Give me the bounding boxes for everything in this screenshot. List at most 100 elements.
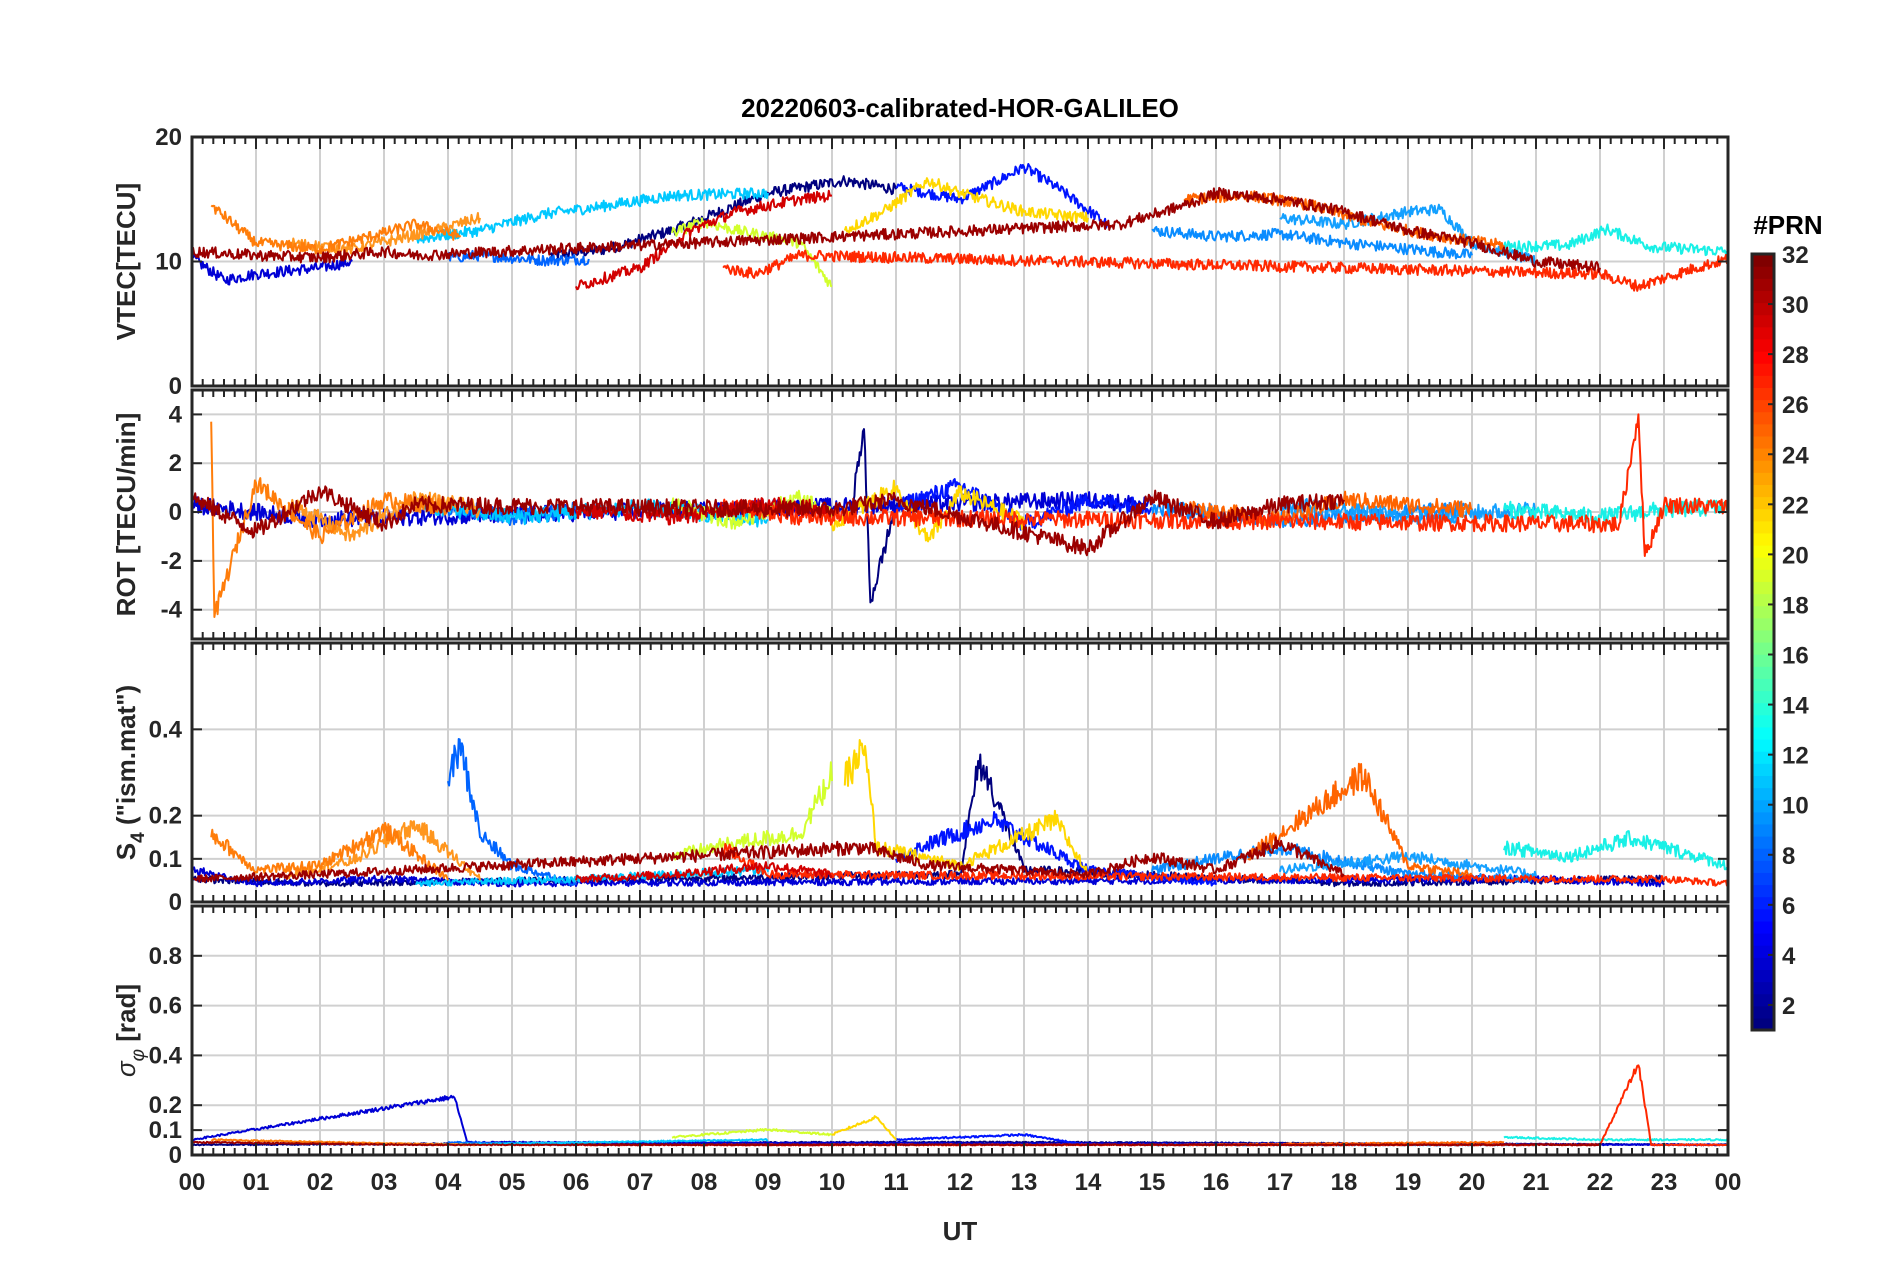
series-line-prn-24 <box>210 821 449 881</box>
grid-rot <box>192 390 1728 639</box>
colorbar-title: #PRN <box>1753 210 1822 240</box>
x-tick-label: 17 <box>1267 1169 1294 1196</box>
colorbar-segment <box>1752 726 1774 740</box>
series-line-prn-27 <box>722 249 1728 292</box>
colorbar-segment <box>1752 787 1774 801</box>
colorbar-segment <box>1752 460 1774 473</box>
series-line-prn-23 <box>287 820 481 881</box>
colorbar-segment <box>1752 266 1774 279</box>
series-line-prn-19 <box>671 217 833 288</box>
colorbar-segment <box>1752 957 1774 970</box>
x-tick-label: 11 <box>883 1169 908 1196</box>
x-tick-label: 15 <box>1139 1169 1166 1196</box>
colorbar-segment <box>1752 1017 1774 1031</box>
tick-marks <box>191 906 1729 1155</box>
colorbar-tick-label: 22 <box>1782 492 1809 519</box>
colorbar-segment <box>1752 823 1774 837</box>
x-tick-label: 01 <box>243 1169 270 1196</box>
panel-sigma: 00.10.20.40.60.8σφ [rad]00 01 02 03 04 05 06 07… <box>111 904 1742 1196</box>
colorbar-segment <box>1752 642 1774 655</box>
x-tick-label: 14 <box>1075 1169 1102 1196</box>
colorbar-segment <box>1752 557 1774 570</box>
colorbar-segment <box>1752 605 1774 619</box>
colorbar-tick-label: 20 <box>1782 542 1809 569</box>
y-tick-label-sigma: 0.1 <box>149 1117 182 1144</box>
colorbar-segment <box>1752 920 1774 934</box>
colorbar-tick-label: 8 <box>1782 843 1795 870</box>
x-tick-label: 00 <box>1715 1169 1742 1196</box>
colorbar-segment <box>1752 435 1774 449</box>
colorbar-segment <box>1752 411 1774 425</box>
colorbar-segment <box>1752 993 1774 1007</box>
y-tick-label-sigma: 0.4 <box>149 1042 183 1069</box>
x-minor-ticks-rot <box>191 390 1729 639</box>
y-tick-label-sigma: 0.8 <box>149 943 182 970</box>
colorbar-tick-label: 10 <box>1782 793 1809 820</box>
colorbar-tick-label: 2 <box>1782 993 1795 1020</box>
x-tick-label: 16 <box>1203 1169 1230 1196</box>
colorbar-segment <box>1752 860 1774 873</box>
x-tick-label: 12 <box>947 1169 974 1196</box>
panel-vtec: 0 10 20 VTEC[TECU] <box>111 124 1730 400</box>
series-group-s4 <box>192 738 1728 888</box>
colorbar-segment <box>1752 617 1774 631</box>
colorbar-segment <box>1752 666 1774 679</box>
series-line-prn-31 <box>192 485 1345 557</box>
y-tick-label-rot: -2 <box>161 548 182 575</box>
colorbar-segment <box>1752 496 1774 510</box>
colorbar-segment <box>1752 1005 1774 1019</box>
x-tick-label: 18 <box>1331 1169 1358 1196</box>
colorbar-tick-label: 30 <box>1782 292 1809 319</box>
colorbar-segment <box>1752 714 1774 728</box>
colorbar-segment <box>1752 872 1774 886</box>
colorbar-tick-label: 18 <box>1782 592 1809 619</box>
series-line-prn-5 <box>895 1133 1089 1147</box>
y-tick-label-sigma: 0 <box>169 1142 182 1169</box>
series-line-prn-13 <box>1503 1135 1728 1142</box>
series-line-prn-19 <box>671 1128 833 1139</box>
y-axis-label-s4: S4 ("ism.mat") <box>111 685 149 860</box>
colorbar-tick-label: 12 <box>1782 743 1809 770</box>
x-tick-label: 07 <box>627 1169 654 1196</box>
y-tick-label-s4: 0.1 <box>149 846 182 873</box>
colorbar-segment <box>1752 399 1774 413</box>
panel-rot: -4 -2 0 2 4 ROT [TECU/min] <box>111 388 1730 641</box>
colorbar-segment <box>1752 884 1774 898</box>
colorbar-segment <box>1752 739 1774 752</box>
series-line-prn-13 <box>1503 830 1728 871</box>
y-tick-label-sigma: 0.2 <box>149 1092 182 1119</box>
y-label-subscript: 4 <box>128 832 149 843</box>
series-line-prn-24 <box>210 204 462 255</box>
colorbar-segment <box>1752 423 1774 437</box>
colorbar-segment <box>1752 532 1774 546</box>
series-line-prn-21 <box>831 1115 897 1141</box>
y-label-main: σ <box>111 1060 141 1077</box>
colorbar-tick-label: 28 <box>1782 342 1809 369</box>
x-tick-label: 09 <box>755 1169 782 1196</box>
colorbar-segment <box>1752 448 1774 461</box>
y-tick-label-sigma: 0.6 <box>149 993 182 1020</box>
chart-title: 20220603-calibrated-HOR-GALILEO <box>741 93 1179 123</box>
x-axis-label: UT <box>943 1216 978 1246</box>
x-minor-ticks-sigma <box>191 906 1729 1155</box>
x-tick-label: 23 <box>1651 1169 1678 1196</box>
colorbar-segment <box>1752 896 1774 910</box>
colorbar-tick-label: 32 <box>1782 242 1809 269</box>
colorbar-segment <box>1752 326 1774 340</box>
colorbar-frame <box>1750 252 1776 1032</box>
x-minor-ticks-s4 <box>191 643 1729 902</box>
x-tick-label: 04 <box>435 1169 462 1196</box>
x-tick-label: 19 <box>1395 1169 1422 1196</box>
y-label-subscript: φ <box>128 1049 149 1061</box>
series-line-prn-31 <box>192 836 1345 883</box>
y-tick-label-s4: 0.4 <box>149 716 183 743</box>
colorbar-segment <box>1752 569 1774 582</box>
series-line-prn-21 <box>843 739 1089 878</box>
series-line-prn-21 <box>843 177 1089 234</box>
colorbar-segment <box>1752 387 1774 401</box>
series-group-vtec <box>192 163 1728 292</box>
series-line-prn-29 <box>575 861 833 883</box>
colorbar-segment <box>1752 775 1774 789</box>
